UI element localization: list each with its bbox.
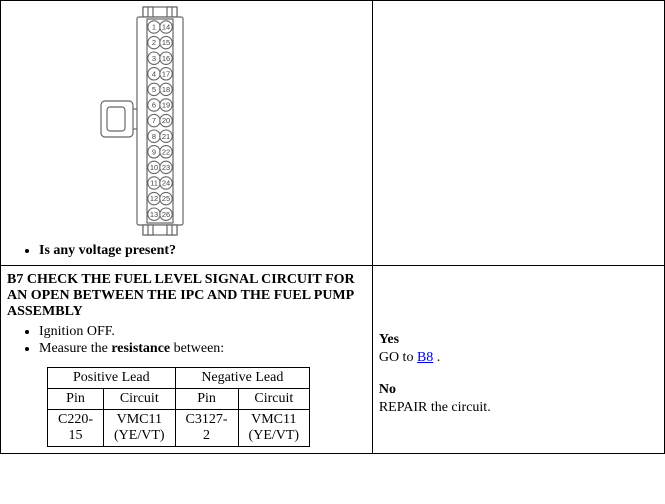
result-cell-empty bbox=[372, 1, 664, 266]
bullet-pre: Measure the bbox=[39, 341, 111, 356]
svg-text:25: 25 bbox=[162, 194, 170, 203]
step-b7-title: B7 CHECK THE FUEL LEVEL SIGNAL CIRCUIT F… bbox=[7, 272, 366, 320]
goto-b8-link[interactable]: B8 bbox=[417, 350, 433, 365]
svg-text:26: 26 bbox=[162, 210, 170, 219]
question-list: Is any voltage present? bbox=[7, 243, 366, 259]
connector-svg: 1 14 2 15 3 16 4 17 5 18 6 19 7 20 8 21 9 22 10 23 11 24 12 25 1… bbox=[93, 5, 223, 237]
diagnostic-table: 1 14 2 15 3 16 4 17 5 18 6 19 7 20 8 21 9 22 10 23 11 24 12 25 1… bbox=[0, 0, 665, 454]
pos-circ-l2: (YE/VT) bbox=[114, 428, 165, 443]
pos-pin-cell: C220- 15 bbox=[48, 410, 104, 447]
pos-pin-l2: 15 bbox=[69, 428, 83, 443]
step-row-b6-continued: 1 14 2 15 3 16 4 17 5 18 6 19 7 20 8 21 9 22 10 23 11 24 12 25 1… bbox=[1, 1, 665, 266]
neg-pin-l2: 2 bbox=[203, 428, 210, 443]
step-content-cell: 1 14 2 15 3 16 4 17 5 18 6 19 7 20 8 21 9 22 10 23 11 24 12 25 1… bbox=[1, 1, 373, 266]
yes-label: Yes bbox=[379, 332, 399, 347]
svg-text:12: 12 bbox=[150, 194, 158, 203]
lead-header-row-2: Pin Circuit Pin Circuit bbox=[48, 389, 310, 410]
answer-block: Yes GO to B8 . No REPAIR the circuit. bbox=[379, 332, 658, 416]
step-b7-content: B7 CHECK THE FUEL LEVEL SIGNAL CIRCUIT F… bbox=[1, 266, 373, 454]
pos-circ-l1: VMC11 bbox=[117, 412, 162, 427]
svg-text:21: 21 bbox=[162, 132, 170, 141]
step-b7-bullets: Ignition OFF. Measure the resistance bet… bbox=[7, 324, 366, 357]
positive-lead-header: Positive Lead bbox=[48, 368, 176, 389]
bullet-text: Ignition OFF. bbox=[39, 324, 115, 339]
svg-text:20: 20 bbox=[162, 116, 170, 125]
svg-text:2: 2 bbox=[152, 38, 156, 47]
neg-circuit-cell: VMC11 (YE/VT) bbox=[238, 410, 310, 447]
svg-text:24: 24 bbox=[162, 179, 170, 188]
result-top-spacer bbox=[379, 270, 658, 332]
svg-text:13: 13 bbox=[150, 210, 158, 219]
svg-text:15: 15 bbox=[162, 38, 170, 47]
svg-text:23: 23 bbox=[162, 163, 170, 172]
svg-text:5: 5 bbox=[152, 85, 156, 94]
neg-circ-l2: (YE/VT) bbox=[249, 428, 300, 443]
svg-text:7: 7 bbox=[152, 116, 156, 125]
bullet-strong: resistance bbox=[111, 341, 170, 356]
svg-text:17: 17 bbox=[162, 69, 170, 78]
svg-text:16: 16 bbox=[162, 54, 170, 63]
svg-text:3: 3 bbox=[152, 54, 156, 63]
yes-post: . bbox=[433, 350, 440, 365]
pos-circuit-cell: VMC11 (YE/VT) bbox=[104, 410, 176, 447]
question-line: Is any voltage present? bbox=[39, 243, 366, 259]
no-label: No bbox=[379, 382, 396, 397]
bullet-ignition-off: Ignition OFF. bbox=[39, 324, 366, 340]
svg-text:4: 4 bbox=[152, 69, 156, 78]
neg-pin-header: Pin bbox=[175, 389, 238, 410]
step-row-b7: B7 CHECK THE FUEL LEVEL SIGNAL CIRCUIT F… bbox=[1, 266, 665, 454]
svg-text:8: 8 bbox=[152, 132, 156, 141]
svg-text:9: 9 bbox=[152, 147, 156, 156]
svg-text:22: 22 bbox=[162, 147, 170, 156]
neg-pin-cell: C3127- 2 bbox=[175, 410, 238, 447]
lead-measurement-table: Positive Lead Negative Lead Pin Circuit … bbox=[47, 367, 310, 447]
neg-circuit-header: Circuit bbox=[238, 389, 310, 410]
svg-text:14: 14 bbox=[162, 23, 170, 32]
neg-circ-l1: VMC11 bbox=[251, 412, 296, 427]
svg-text:18: 18 bbox=[162, 85, 170, 94]
step-b7-result: Yes GO to B8 . No REPAIR the circuit. bbox=[372, 266, 664, 454]
svg-text:19: 19 bbox=[162, 101, 170, 110]
svg-text:10: 10 bbox=[150, 163, 158, 172]
svg-text:6: 6 bbox=[152, 101, 156, 110]
yes-action: GO to B8 . bbox=[379, 350, 658, 366]
no-action: REPAIR the circuit. bbox=[379, 400, 658, 416]
bullet-post: between: bbox=[170, 341, 224, 356]
svg-text:1: 1 bbox=[152, 23, 156, 32]
neg-pin-l1: C3127- bbox=[186, 412, 228, 427]
pos-pin-header: Pin bbox=[48, 389, 104, 410]
question-text: Is any voltage present? bbox=[39, 243, 176, 258]
bullet-measure-resistance: Measure the resistance between: bbox=[39, 341, 366, 357]
negative-lead-header: Negative Lead bbox=[175, 368, 310, 389]
lead-header-row-1: Positive Lead Negative Lead bbox=[48, 368, 310, 389]
svg-text:11: 11 bbox=[150, 179, 158, 188]
connector-diagram: 1 14 2 15 3 16 4 17 5 18 6 19 7 20 8 21 9 22 10 23 11 24 12 25 1… bbox=[93, 5, 366, 237]
pos-pin-l1: C220- bbox=[58, 412, 93, 427]
lead-data-row: C220- 15 VMC11 (YE/VT) C3127- 2 VMC11 bbox=[48, 410, 310, 447]
yes-pre: GO to bbox=[379, 350, 417, 365]
pos-circuit-header: Circuit bbox=[104, 389, 176, 410]
